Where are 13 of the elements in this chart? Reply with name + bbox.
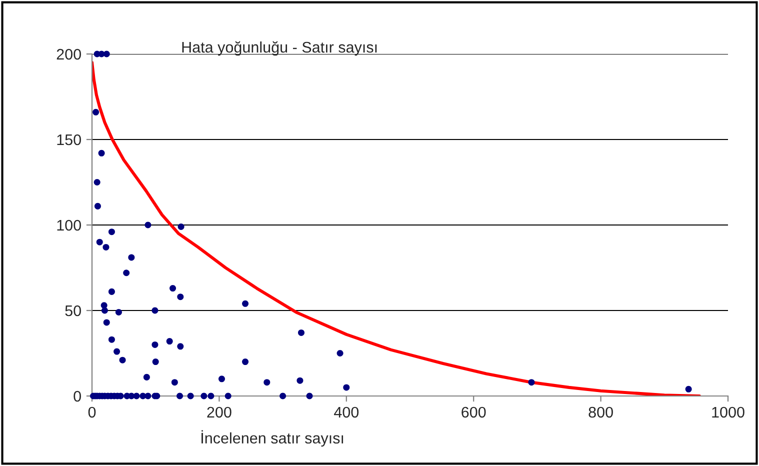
y-tick-label: 100 (57, 220, 81, 231)
x-tick-label: 1000 (712, 406, 744, 418)
y-tick-label: 0 (74, 390, 81, 402)
y-tick-label: 50 (65, 305, 81, 316)
chart-title: Hata yoğunluğu - Satır sayısı (182, 41, 377, 56)
x-tick-label: 200 (207, 406, 232, 418)
y-tick-label: 150 (57, 134, 81, 146)
x-tick-label: 600 (462, 406, 486, 418)
x-tick-label: 800 (588, 406, 613, 418)
x-tick-label: 0 (88, 406, 96, 418)
x-axis-title: İncelenen satır sayısı (202, 430, 344, 447)
y-tick-label: 200 (56, 48, 81, 60)
x-tick-label: 400 (334, 406, 359, 418)
